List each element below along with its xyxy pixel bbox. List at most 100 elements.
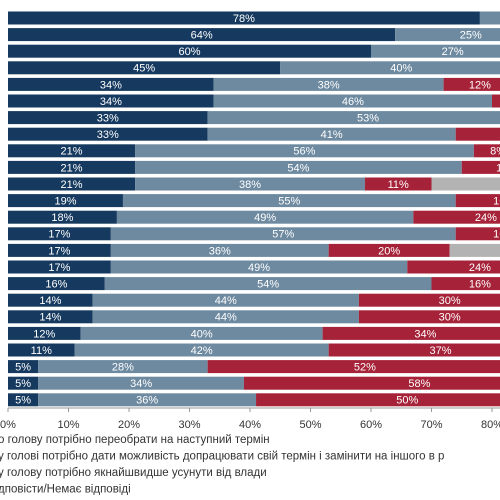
- bar-segment: [8, 44, 371, 58]
- bar-segment: [431, 277, 500, 291]
- value-label: 12%: [33, 328, 55, 340]
- value-label: 16%: [493, 196, 500, 208]
- bar-segment: [431, 177, 500, 191]
- bar-segment: [455, 227, 500, 241]
- bar-segment: [74, 343, 329, 357]
- bar-segment: [8, 28, 396, 42]
- legend-label: о голову потрібно переобрати на наступни…: [0, 434, 270, 446]
- bar-segment: [8, 177, 136, 191]
- bar-segment: [455, 127, 500, 141]
- bar-segment: [8, 11, 480, 25]
- bar-segment: [8, 77, 214, 91]
- bar-segment: [8, 243, 111, 257]
- value-label: 34%: [130, 378, 152, 390]
- bar-segment: [207, 111, 500, 125]
- bar-segment: [8, 127, 208, 141]
- value-label: 11%: [31, 345, 52, 357]
- value-label: 21%: [61, 146, 83, 158]
- bar-segment: [8, 144, 136, 158]
- value-label: 50%: [396, 395, 418, 407]
- bar-segment: [395, 28, 500, 42]
- x-tick-label: 70%: [420, 419, 442, 431]
- legend-label: дповісти/Немає відповіді: [0, 484, 131, 496]
- value-label: 21%: [61, 179, 83, 191]
- bar-segment: [364, 177, 432, 191]
- value-label: 54%: [257, 279, 279, 291]
- value-label: 44%: [215, 312, 237, 324]
- bar-segment: [38, 376, 244, 390]
- value-label: 33%: [97, 129, 119, 141]
- value-label: 16%: [469, 279, 491, 291]
- bar-segment: [473, 144, 500, 158]
- bar-segment: [135, 144, 474, 158]
- x-tick-label: 20%: [118, 419, 140, 431]
- bar-segment: [92, 293, 359, 307]
- bar-segment: [207, 127, 456, 141]
- value-label: 34%: [100, 79, 122, 91]
- bar-segment: [122, 194, 456, 208]
- legend-label: у голові потрібно дати можливість допрац…: [0, 451, 444, 463]
- bar-segment: [8, 393, 39, 407]
- bar-segment: [110, 227, 456, 241]
- bar-segment: [8, 343, 75, 357]
- value-label: 34%: [414, 328, 436, 340]
- bar-segment: [256, 393, 500, 407]
- value-label: 52%: [354, 362, 376, 374]
- value-label: 55%: [278, 196, 300, 208]
- bar-segment: [207, 360, 500, 374]
- value-label: 12%: [469, 79, 491, 91]
- bar-segment: [443, 77, 500, 91]
- x-tick-label: 80%: [481, 419, 500, 431]
- bar-segment: [104, 277, 432, 291]
- bar-segment: [110, 243, 329, 257]
- bar-segment: [328, 243, 450, 257]
- value-label: 34%: [100, 96, 122, 108]
- value-label: 44%: [215, 295, 237, 307]
- value-label: 49%: [248, 262, 270, 274]
- value-label: 78%: [233, 13, 255, 25]
- value-label: 42%: [191, 345, 213, 357]
- value-label: 14%: [39, 312, 61, 324]
- value-label: 5%: [15, 362, 31, 374]
- x-tick-label: 0%: [0, 419, 16, 431]
- value-label: 5%: [15, 378, 31, 390]
- bar-segment: [8, 160, 136, 174]
- bar-segment: [8, 260, 111, 274]
- value-label: 45%: [133, 63, 155, 75]
- bar-segment: [8, 94, 214, 108]
- bar-segment: [213, 77, 444, 91]
- bar-segment: [407, 260, 500, 274]
- value-label: 37%: [430, 345, 452, 357]
- bar-segment: [455, 194, 500, 208]
- bar-segment: [371, 44, 500, 58]
- value-label: 58%: [408, 378, 430, 390]
- bar-segment: [8, 326, 81, 340]
- x-tick-label: 30%: [178, 419, 200, 431]
- bar-segment: [116, 210, 414, 224]
- value-label: 57%: [272, 229, 294, 241]
- bar-segment: [479, 11, 500, 25]
- value-label: 38%: [239, 179, 261, 191]
- bar-segment: [213, 94, 492, 108]
- value-label: 16%: [45, 279, 67, 291]
- value-label: 5%: [15, 395, 31, 407]
- value-label: 40%: [390, 63, 412, 75]
- bar-segment: [358, 310, 500, 324]
- bar-segment: [8, 360, 39, 374]
- value-label: 14%: [39, 295, 61, 307]
- bar-segment: [8, 227, 111, 241]
- x-tick-label: 10%: [57, 419, 79, 431]
- bar-segment: [492, 94, 500, 108]
- bar-segment: [8, 277, 105, 291]
- value-label: 49%: [254, 212, 276, 224]
- value-label: 24%: [475, 212, 497, 224]
- bar-segment: [38, 360, 208, 374]
- bar-segment: [8, 210, 117, 224]
- value-label: 15%: [496, 162, 500, 174]
- value-label: 8%: [490, 146, 500, 158]
- bar-segment: [413, 210, 500, 224]
- value-label: 11%: [388, 179, 409, 191]
- x-tick-label: 50%: [299, 419, 321, 431]
